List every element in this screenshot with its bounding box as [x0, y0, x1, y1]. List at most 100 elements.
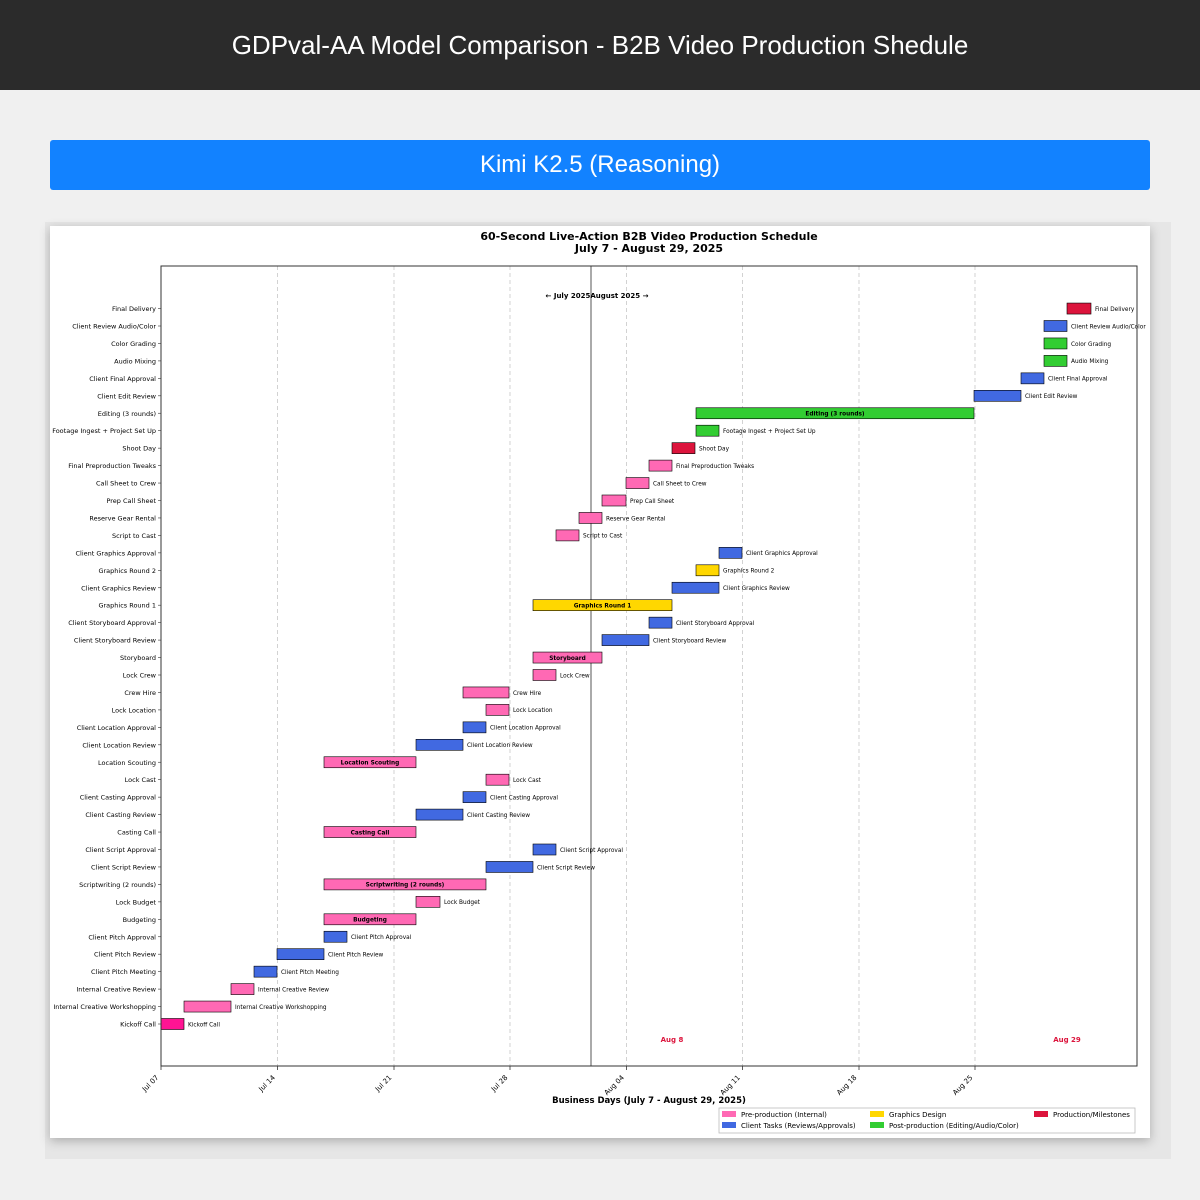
y-tick-label: Client Storyboard Approval [68, 619, 156, 627]
chart-subtitle: July 7 - August 29, 2025 [574, 242, 723, 255]
y-tick-label: Client Pitch Review [94, 951, 157, 959]
y-tick-label: Color Grading [111, 340, 156, 348]
bar-label: Lock Cast [513, 778, 542, 784]
y-tick-label: Kickoff Call [120, 1021, 156, 1029]
bar-label: Prep Call Sheet [630, 499, 675, 505]
task-bar-graphics-round-1 [532, 599, 673, 612]
chart-title: 60-Second Live-Action B2B Video Producti… [480, 230, 817, 243]
grid-lines: ← July 2025August 2025 → Aug 8 Aug 29 [277, 266, 1081, 1066]
bar-label: Footage Ingest + Project Set Up [723, 429, 816, 435]
bar-label: Graphics Round 1 [574, 604, 632, 610]
bar-label: Client Storyboard Approval [676, 621, 755, 627]
task-bar-editing-3-rounds [695, 407, 975, 420]
axis: Jul 07 Jul 14 Jul 21 Jul 28 Aug 04 Aug 11 Aug … [52, 305, 976, 1097]
task-bar-client-graphics-review [671, 581, 720, 594]
bar-label: Storyboard [549, 656, 586, 662]
task-bar-client-location-approval [462, 721, 487, 734]
task-bar-lock-location [485, 704, 510, 716]
task-bar-prep-call-sheet [601, 494, 627, 507]
bar-label: Kickoff Call [188, 1022, 220, 1028]
bar-label: Script to Cast [583, 534, 623, 540]
y-tick-label: Crew Hire [124, 689, 156, 697]
y-tick-label: Editing (3 rounds) [98, 410, 156, 418]
y-tick-label: Lock Crew [123, 672, 157, 680]
legend-swatch-client [722, 1122, 736, 1128]
x-tick-label: Aug 25 [951, 1074, 974, 1097]
y-tick-label: Lock Budget [116, 898, 157, 906]
bar-label: Final Delivery [1095, 307, 1135, 313]
bar-label: Client Casting Approval [490, 795, 558, 801]
y-tick-label: Client Pitch Approval [88, 933, 156, 941]
task-bar-internal-creative-review [230, 983, 255, 995]
legend-swatch-graphics [870, 1111, 884, 1117]
y-tick-label: Script to Cast [112, 532, 156, 540]
task-bar-shoot-day [671, 442, 696, 454]
bar-label: Client Graphics Approval [746, 551, 818, 557]
y-tick-label: Reserve Gear Rental [89, 514, 156, 522]
y-tick-label: Client Location Approval [77, 724, 156, 732]
page-header: GDPval-AA Model Comparison - B2B Video P… [0, 0, 1200, 90]
bar-label: Lock Budget [444, 900, 481, 906]
y-tick-label: Client Graphics Review [81, 584, 157, 592]
task-bar-client-script-approval [532, 843, 557, 856]
y-tick-label: Graphics Round 2 [98, 567, 156, 575]
bar-label: Client Location Approval [490, 726, 561, 732]
y-tick-label: Audio Mixing [114, 357, 156, 365]
bar-label: Graphics Round 2 [723, 569, 775, 575]
x-tick-label: Jul 21 [373, 1074, 393, 1094]
legend-label: Production/Milestones [1053, 1111, 1130, 1119]
y-tick-label: Client Graphics Approval [76, 549, 157, 557]
task-bar-client-casting-review [415, 808, 464, 821]
task-bar-lock-budget [415, 896, 441, 908]
task-bar-location-scouting [323, 756, 417, 769]
bar-label: Client Final Approval [1048, 377, 1108, 383]
marker-label: Aug 8 [661, 1036, 684, 1044]
task-bar-kickoff-call [160, 1018, 185, 1030]
task-bar-client-pitch-meeting [253, 965, 278, 978]
legend-label: Pre-production (Internal) [741, 1111, 827, 1119]
model-name: Kimi K2.5 (Reasoning) [479, 151, 721, 178]
legend: Pre-production (Internal) Client Tasks (R… [718, 1107, 1136, 1134]
y-tick-label: Client Final Approval [89, 375, 156, 383]
y-tick-label: Internal Creative Workshopping [53, 1003, 156, 1011]
task-bar-client-graphics-approval [718, 547, 743, 559]
y-tick-label: Casting Call [117, 829, 156, 837]
legend-label: Post-production (Editing/Audio/Color) [889, 1122, 1019, 1130]
task-bar-lock-cast [485, 773, 510, 786]
y-tick-label: Client Pitch Meeting [91, 968, 156, 976]
bar-label: Audio Mixing [1071, 359, 1109, 365]
y-tick-label: Client Script Review [91, 863, 157, 871]
legend-swatch-milestone [1034, 1111, 1048, 1117]
y-tick-label: Lock Cast [125, 776, 157, 784]
month-divider-label: ← July 2025August 2025 → [546, 292, 649, 300]
gantt-chart: 60-Second Live-Action B2B Video Producti… [52, 230, 1146, 1134]
legend-swatch-pre [722, 1111, 736, 1117]
bar-label: Client Casting Review [467, 813, 530, 819]
x-tick-label: Jul 14 [257, 1073, 278, 1094]
task-bar-client-location-review [415, 738, 464, 751]
bar-label: Final Preproduction Tweaks [676, 464, 754, 470]
y-tick-label: Client Location Review [82, 741, 156, 749]
model-banner: Kimi K2.5 (Reasoning) [50, 140, 1150, 190]
task-bar-client-script-review [485, 861, 534, 873]
bar-label: Client Pitch Meeting [281, 970, 339, 976]
page-title: GDPval-AA Model Comparison - B2B Video P… [231, 29, 969, 60]
bar-label: Casting Call [351, 830, 390, 836]
y-tick-label: Footage Ingest + Project Set Up [52, 427, 156, 435]
bar-label: Client Location Review [467, 743, 533, 749]
y-tick-label: Client Casting Approval [80, 794, 156, 802]
task-bar-client-storyboard-review [601, 634, 650, 646]
task-bar-script-to-cast [555, 529, 580, 542]
bar-label: Client Review Audio/Color [1071, 324, 1146, 330]
bar-label: Client Pitch Approval [351, 935, 412, 941]
y-tick-label: Graphics Round 1 [98, 602, 156, 610]
bar-label: Lock Location [513, 708, 553, 714]
task-bar-footage-ingest-project-set-up [695, 424, 720, 437]
y-tick-label: Call Sheet to Crew [96, 480, 157, 488]
y-tick-label: Budgeting [123, 916, 156, 924]
task-bar-crew-hire [462, 686, 510, 699]
x-tick-label: Aug 11 [719, 1074, 742, 1097]
bar-label: Location Scouting [341, 761, 400, 767]
y-tick-label: Internal Creative Review [76, 986, 156, 994]
bar-label: Client Storyboard Review [653, 638, 726, 644]
